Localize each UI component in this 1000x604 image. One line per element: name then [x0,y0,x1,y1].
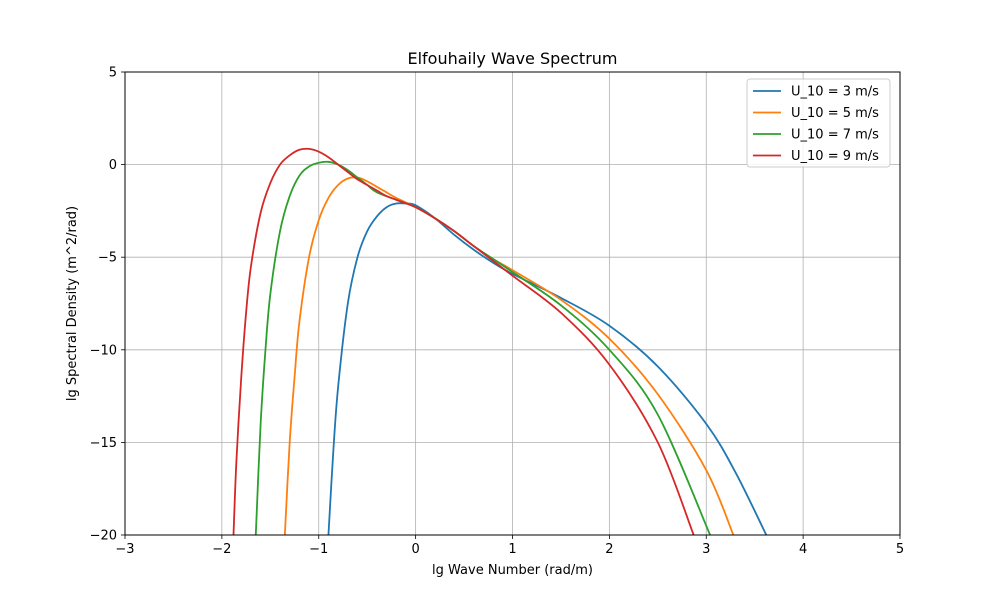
series-line-3 [232,147,695,535]
y-tick-label: 5 [109,66,117,81]
x-tick-label: 1 [508,542,516,557]
x-tick-label: 2 [605,542,613,557]
y-tick-label: −15 [90,436,117,451]
legend-label: U_10 = 3 m/s [791,85,879,100]
legend-label: U_10 = 7 m/s [791,128,879,143]
x-tick-label: 4 [799,542,807,557]
y-axis-label: lg Spectral Density (m^2/rad) [65,206,80,401]
y-tick-label: −5 [98,251,117,266]
legend-box [746,78,891,168]
series-lines [232,147,768,535]
x-tick-label: 5 [896,542,904,557]
x-tick-label: 0 [411,542,419,557]
chart-title: Elfouhaily Wave Spectrum [407,49,617,68]
legend-label: U_10 = 9 m/s [791,149,879,164]
y-tick-label: −20 [90,529,117,544]
legend: U_10 = 3 m/s U_10 = 5 m/s U_10 = 7 m/s U_10… [746,78,891,168]
y-tick-label: −10 [90,343,117,358]
x-axis-label: lg Wave Number (rad/m) [432,563,593,578]
x-tick-label: −2 [212,542,231,557]
x-tick-label: 3 [702,542,710,557]
x-tick-label: −1 [309,542,328,557]
series-line-0 [327,202,768,535]
y-tick-label: 0 [109,158,117,173]
series-line-1 [283,176,735,535]
x-tick-label: −3 [115,542,134,557]
legend-label: U_10 = 5 m/s [791,106,879,121]
ticks: −3 −2 −1 0 1 2 3 4 5−20−15−10−505 [90,66,905,558]
